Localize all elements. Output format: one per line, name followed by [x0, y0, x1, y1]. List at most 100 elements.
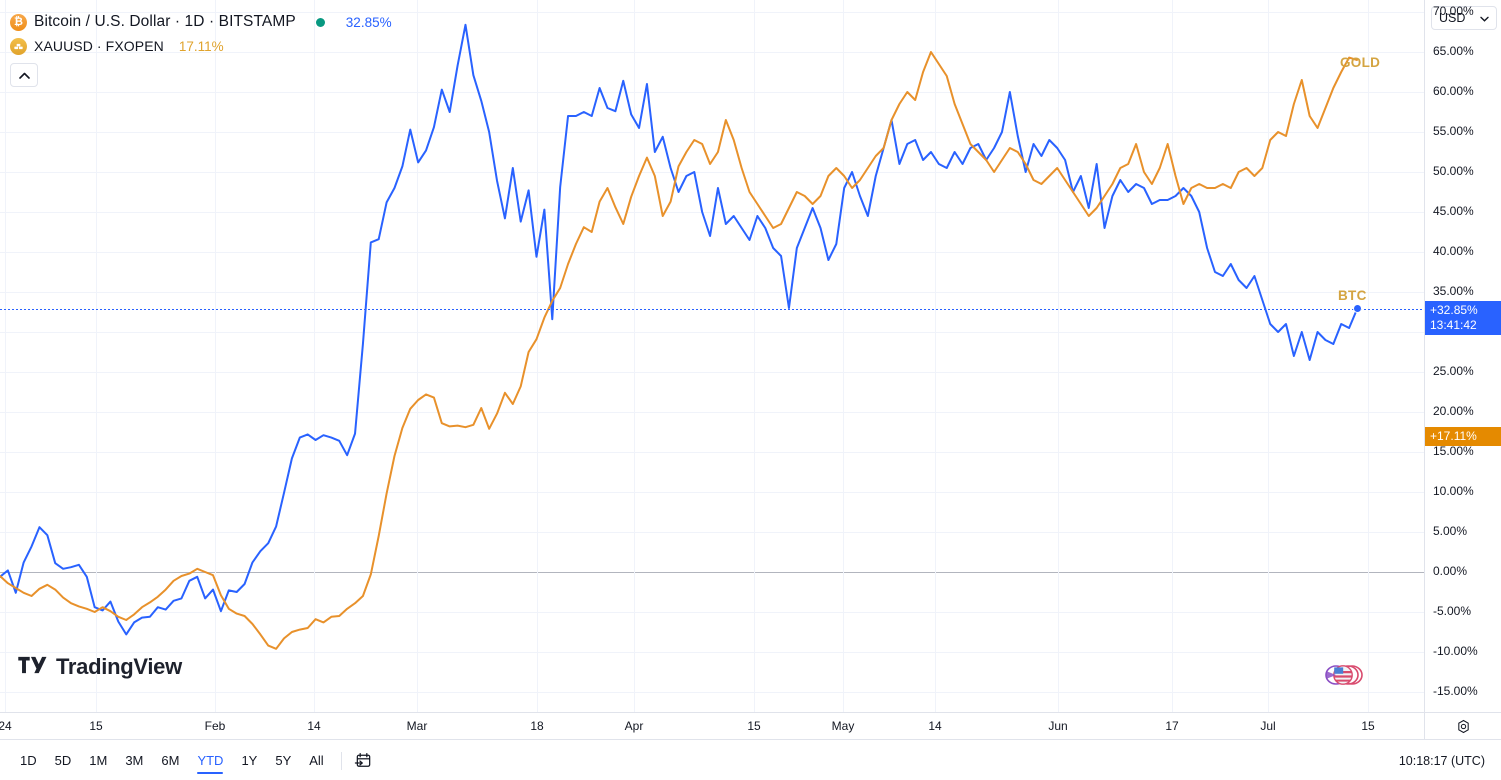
gridline-h: [0, 172, 1424, 173]
range-button-ytd[interactable]: YTD: [189, 749, 231, 774]
gridline-h: [0, 132, 1424, 133]
legend-title-gold: XAUUSD · FXOPEN: [34, 38, 164, 54]
time-axis-tick: 24: [0, 719, 12, 733]
price-axis-tick: 55.00%: [1433, 124, 1474, 138]
gridline-h: [0, 412, 1424, 413]
legend-row-btc[interactable]: ₿ Bitcoin / U.S. Dollar · 1D · BITSTAMP …: [10, 10, 392, 34]
range-buttons[interactable]: 1D 5D 1M 3M 6M YTD 1Y 5Y All: [12, 749, 332, 774]
gridline-h: [0, 612, 1424, 613]
time-axis-tick: Jul: [1260, 719, 1276, 733]
currency-select-value: USD: [1439, 11, 1466, 25]
gridline-v: [1368, 0, 1369, 712]
currency-select[interactable]: USD: [1431, 6, 1497, 30]
chevron-down-icon: [1480, 11, 1489, 25]
toolbar-divider: [340, 751, 342, 770]
btc-price-badge-time: 13:41:42: [1430, 318, 1477, 333]
gridline-h: [0, 652, 1424, 653]
gridline-h: [0, 52, 1424, 53]
price-series-plot: [0, 23, 1358, 650]
range-button-6m[interactable]: 6M: [161, 753, 180, 768]
range-button-5y[interactable]: 5Y: [275, 753, 292, 768]
legend-change-btc: 32.85%: [345, 14, 392, 30]
time-axis-tick: 18: [530, 719, 544, 733]
price-axis-tick: 10.00%: [1433, 484, 1474, 498]
range-button-3m[interactable]: 3M: [125, 753, 144, 768]
time-axis-tick: 15: [747, 719, 761, 733]
price-axis-tick: 5.00%: [1433, 524, 1468, 538]
gridline-h: [0, 532, 1424, 533]
gridline-v: [754, 0, 755, 712]
gridline-v: [1058, 0, 1059, 712]
gridline-v: [5, 0, 6, 712]
time-axis-tick: 15: [89, 719, 103, 733]
legend-change-gold: 17.11%: [178, 38, 224, 54]
gold-price-badge: +17.11%: [1425, 427, 1501, 447]
time-axis-tick: 14: [928, 719, 942, 733]
gridline-h: [0, 292, 1424, 293]
gridline-v: [634, 0, 635, 712]
time-axis-tick: Jun: [1048, 719, 1068, 733]
gridline-v: [935, 0, 936, 712]
range-button-5d[interactable]: 5D: [54, 753, 72, 768]
time-axis-tick: Mar: [406, 719, 428, 733]
gridline-v: [417, 0, 418, 712]
gridline-h: [0, 332, 1424, 333]
price-axis-tick: 20.00%: [1433, 404, 1474, 418]
chart-legend: ₿ Bitcoin / U.S. Dollar · 1D · BITSTAMP …: [10, 10, 392, 87]
gridline-v: [1268, 0, 1269, 712]
chart-pane[interactable]: GOLD BTC TradingView: [0, 0, 1424, 712]
time-axis-tick: Feb: [204, 719, 226, 733]
gridline-h: [0, 212, 1424, 213]
price-axis-tick: 65.00%: [1433, 44, 1474, 58]
range-button-1m[interactable]: 1M: [89, 753, 108, 768]
tradingview-watermark: TradingView: [18, 654, 182, 680]
price-axis-tick: 70.00%: [1433, 4, 1474, 18]
price-axis-tick: 15.00%: [1433, 444, 1474, 458]
gold-bars-icon: [10, 37, 27, 55]
legend-row-gold[interactable]: XAUUSD · FXOPEN 17.11%: [10, 34, 392, 58]
gridline-h: [0, 12, 1424, 13]
range-button-all[interactable]: All: [309, 753, 324, 768]
price-axis-tick: -10.00%: [1433, 644, 1478, 658]
clock-label: 10:18:17 (UTC): [1398, 753, 1485, 768]
chevron-up-icon[interactable]: [10, 63, 38, 87]
gridline-h: [0, 692, 1424, 693]
zero-baseline: [0, 572, 1424, 573]
price-axis[interactable]: USD 70.00% 65.00% 60.00% 55.00% 50.00% 45.00%…: [1424, 0, 1501, 712]
time-axis-tick: Apr: [624, 719, 644, 733]
gridline-v: [96, 0, 97, 712]
gear-icon[interactable]: [1424, 713, 1501, 740]
price-axis-tick: 0.00%: [1433, 564, 1468, 578]
tradingview-logo-icon: [18, 656, 48, 679]
gridline-v: [537, 0, 538, 712]
bottom-toolbar[interactable]: 1D 5D 1M 3M 6M YTD 1Y 5Y All 10:18:17 (UTC): [0, 741, 1501, 780]
us-flag-globe-icon: [1316, 660, 1372, 690]
price-axis-tick: 35.00%: [1433, 284, 1474, 298]
btc-price-badge: +32.85% 13:41:42: [1425, 301, 1501, 336]
gridline-h: [0, 92, 1424, 93]
btc-series-tag: BTC: [1338, 288, 1367, 303]
price-axis-tick: 50.00%: [1433, 164, 1474, 178]
calendar-range-icon[interactable]: [351, 749, 377, 773]
gridline-v: [314, 0, 315, 712]
range-button-1y[interactable]: 1Y: [241, 753, 258, 768]
series-line-gold: [0, 51, 1358, 650]
time-axis[interactable]: 24 15 Feb 14 Mar 18 Apr 15 May 14 Jun 17 Jul 15: [0, 712, 1501, 740]
gridline-h: [0, 252, 1424, 253]
current-price-dot: [1353, 304, 1362, 314]
btc-price-badge-value: +32.85%: [1430, 303, 1478, 318]
gridline-h: [0, 492, 1424, 493]
gridline-v: [843, 0, 844, 712]
bitcoin-icon: ₿: [10, 13, 27, 31]
price-axis-tick: 60.00%: [1433, 84, 1474, 98]
tradingview-brand-text: TradingView: [56, 654, 182, 679]
market-status-dot: [315, 17, 325, 27]
price-axis-tick: 40.00%: [1433, 244, 1474, 258]
gridline-v: [215, 0, 216, 712]
time-axis-tick: May: [831, 719, 855, 733]
price-axis-tick: -5.00%: [1433, 604, 1472, 618]
time-axis-tick: 15: [1361, 719, 1375, 733]
price-axis-tick: 25.00%: [1433, 364, 1474, 378]
range-button-1d[interactable]: 1D: [20, 753, 37, 768]
